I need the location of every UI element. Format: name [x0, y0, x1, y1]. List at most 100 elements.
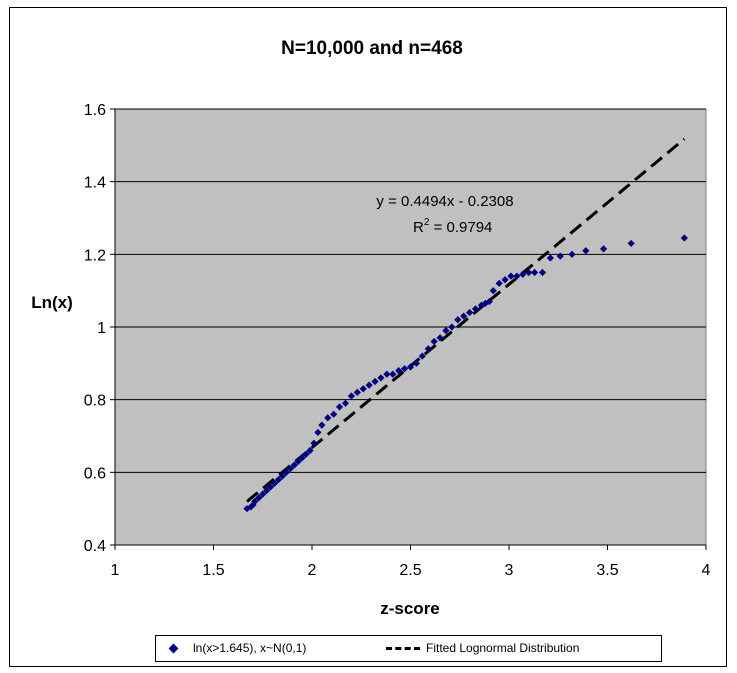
x-tick-label: 2	[308, 562, 317, 579]
x-tick-label: 3.5	[596, 562, 618, 579]
legend-label-fit: Fitted Lognormal Distribution	[426, 641, 580, 655]
equation-label: y = 0.4494x - 0.2308	[376, 193, 513, 210]
data-point	[274, 476, 283, 484]
points-group	[243, 234, 688, 513]
x-axis: 1 1.5 2 2.5 3 3.5 4	[111, 544, 711, 579]
legend: ln(x>1.645), x~N(0,1) Fitted Lognormal D…	[155, 635, 662, 662]
y-tick-label: 0.8	[84, 393, 106, 410]
data-point	[371, 377, 379, 386]
data-point	[282, 468, 290, 476]
data-point	[255, 494, 263, 502]
data-point	[507, 272, 515, 280]
data-point	[335, 403, 344, 411]
data-point	[247, 503, 255, 511]
data-point	[495, 279, 503, 287]
data-point	[680, 234, 688, 242]
data-point	[531, 268, 539, 277]
grid-lines	[115, 108, 706, 473]
data-point	[599, 245, 608, 253]
data-point	[302, 450, 310, 458]
data-point	[294, 457, 302, 466]
r-squared-label: R2 = 0.9794	[413, 217, 492, 236]
data-point	[263, 486, 271, 495]
data-point	[501, 276, 509, 284]
r-squared-sup: 2	[424, 217, 430, 228]
y-tick-label: 1.4	[84, 175, 106, 192]
y-tick-label: 1	[97, 320, 106, 337]
data-point	[395, 367, 403, 375]
x-tick-label: 2.5	[399, 562, 421, 579]
data-point	[314, 428, 322, 436]
fit-line-group	[246, 137, 686, 503]
y-tick-label: 0.6	[84, 465, 106, 482]
data-point	[347, 392, 355, 400]
data-point	[442, 327, 450, 335]
data-point	[353, 388, 361, 396]
y-axis-title: Ln(x)	[31, 293, 73, 312]
data-point	[436, 334, 444, 342]
data-point	[278, 472, 287, 480]
r-squared-letter: R	[413, 219, 424, 236]
data-point	[525, 268, 533, 277]
data-point	[448, 323, 456, 331]
legend-item-fit: Fitted Lognormal Distribution	[386, 641, 579, 655]
data-point	[330, 410, 338, 418]
data-point	[412, 359, 421, 367]
data-point	[481, 299, 489, 307]
data-point	[430, 337, 438, 346]
data-point	[383, 370, 391, 378]
r-squared-value: = 0.9794	[429, 219, 492, 236]
legend-item-points: ln(x>1.645), x~N(0,1)	[168, 641, 307, 655]
x-tick-label: 3	[505, 562, 514, 579]
data-point	[377, 374, 385, 382]
data-point	[359, 385, 367, 393]
data-point	[324, 414, 332, 422]
data-point	[477, 301, 486, 309]
data-point	[460, 312, 468, 320]
data-point	[424, 345, 432, 353]
data-point	[365, 381, 373, 389]
data-point	[627, 239, 635, 248]
data-point	[341, 399, 350, 407]
data-point	[259, 490, 267, 498]
legend-label-points: ln(x>1.645), x~N(0,1)	[193, 641, 307, 655]
data-point	[454, 316, 462, 324]
data-point	[519, 270, 527, 278]
x-tick-label: 1.5	[202, 562, 224, 579]
data-point	[568, 250, 576, 258]
data-point	[546, 254, 554, 262]
chart-title: N=10,000 and n=468	[281, 38, 463, 59]
data-point	[318, 421, 326, 429]
data-point	[485, 297, 493, 306]
data-point	[538, 268, 547, 277]
fit-line	[246, 137, 686, 503]
data-point	[310, 439, 318, 447]
y-tick-label: 1.2	[84, 247, 106, 264]
x-tick-label: 1	[111, 562, 120, 579]
y-tick-label: 1.6	[84, 102, 106, 119]
data-point	[556, 252, 564, 260]
data-point	[471, 305, 480, 313]
dashed-line-icon	[386, 646, 420, 650]
x-tick-label: 4	[702, 562, 711, 579]
data-point	[290, 461, 298, 469]
data-point	[251, 497, 259, 505]
y-tick-label: 0.4	[84, 538, 106, 555]
data-point	[513, 272, 521, 280]
data-point	[270, 479, 279, 487]
x-axis-title: z-score	[380, 599, 440, 618]
data-point	[418, 352, 426, 360]
data-point	[489, 287, 497, 295]
diamond-marker-icon	[168, 643, 179, 653]
data-point	[389, 370, 397, 378]
data-point	[267, 483, 275, 491]
data-point	[306, 446, 314, 455]
data-point	[466, 308, 474, 317]
y-axis: 0.4 0.6 0.8 1 1.2 1.4 1.6	[84, 102, 116, 555]
data-point	[400, 365, 409, 373]
data-point	[406, 363, 415, 371]
data-point	[286, 465, 294, 473]
data-point	[298, 454, 306, 462]
data-point	[582, 247, 590, 255]
